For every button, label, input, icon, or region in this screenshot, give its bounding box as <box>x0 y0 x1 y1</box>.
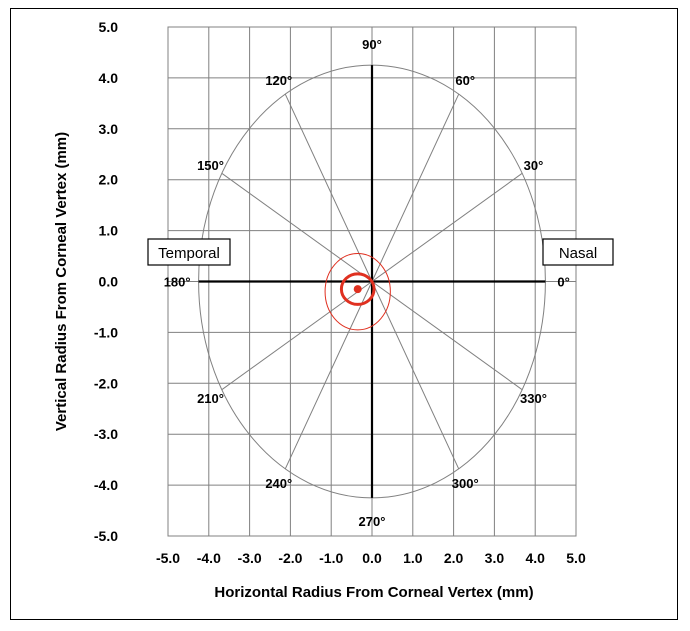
meridian-label: 120° <box>265 73 292 88</box>
x-tick-label: 5.0 <box>566 550 586 566</box>
inner-data-ellipse <box>339 272 376 306</box>
meridian-line <box>284 281 373 470</box>
meridian-label: 300° <box>452 476 479 491</box>
y-tick-label: -3.0 <box>94 426 118 442</box>
meridian-label: 210° <box>197 391 224 406</box>
meridian-label: 60° <box>455 73 475 88</box>
meridian-line <box>371 172 523 282</box>
meridian-label: 180° <box>164 275 191 290</box>
meridian-label: 30° <box>524 158 544 173</box>
y-tick-label: 5.0 <box>99 19 119 35</box>
plot-border <box>167 26 577 537</box>
nasal-label: Nasal <box>559 245 597 262</box>
meridian-line <box>371 93 460 282</box>
x-tick-label: -1.0 <box>319 550 343 566</box>
temporal-box <box>147 238 231 266</box>
y-tick-label: 3.0 <box>99 121 119 137</box>
y-tick-label: 4.0 <box>99 70 119 86</box>
x-tick-label: -5.0 <box>156 550 180 566</box>
meridian-label: 330° <box>520 391 547 406</box>
y-tick-label: 1.0 <box>99 223 119 239</box>
x-tick-label: -3.0 <box>238 550 262 566</box>
meridian-line <box>221 172 373 282</box>
x-axis-title: Horizontal Radius From Corneal Vertex (m… <box>214 584 533 601</box>
y-tick-label: -4.0 <box>94 477 118 493</box>
x-tick-label: 3.0 <box>485 550 505 566</box>
y-tick-label: -5.0 <box>94 528 118 544</box>
y-tick-label: -2.0 <box>94 375 118 391</box>
y-tick-label: 2.0 <box>99 172 119 188</box>
meridian-label: 150° <box>197 158 224 173</box>
temporal-label: Temporal <box>158 245 220 262</box>
nasal-box <box>542 238 614 266</box>
meridian-line <box>371 281 460 470</box>
meridian-line <box>284 93 373 282</box>
chart-frame <box>10 8 678 620</box>
meridian-line <box>221 281 373 391</box>
meridian-label: 240° <box>265 476 292 491</box>
meridian-label: 270° <box>359 514 386 529</box>
centroid-point <box>353 285 362 294</box>
y-axis-title: Vertical Radius From Corneal Vertex (mm) <box>53 132 70 431</box>
x-tick-label: 2.0 <box>444 550 464 566</box>
x-tick-label: -4.0 <box>197 550 221 566</box>
y-tick-label: -1.0 <box>94 324 118 340</box>
x-tick-label: 1.0 <box>403 550 423 566</box>
x-tick-label: 0.0 <box>362 550 382 566</box>
meridian-label: 90° <box>362 37 382 52</box>
x-tick-label: 4.0 <box>525 550 545 566</box>
meridian-line <box>371 281 523 391</box>
outer-data-ellipse <box>324 253 391 331</box>
meridian-label: 0° <box>557 275 569 290</box>
x-tick-label: -2.0 <box>278 550 302 566</box>
y-tick-label: 0.0 <box>99 274 119 290</box>
